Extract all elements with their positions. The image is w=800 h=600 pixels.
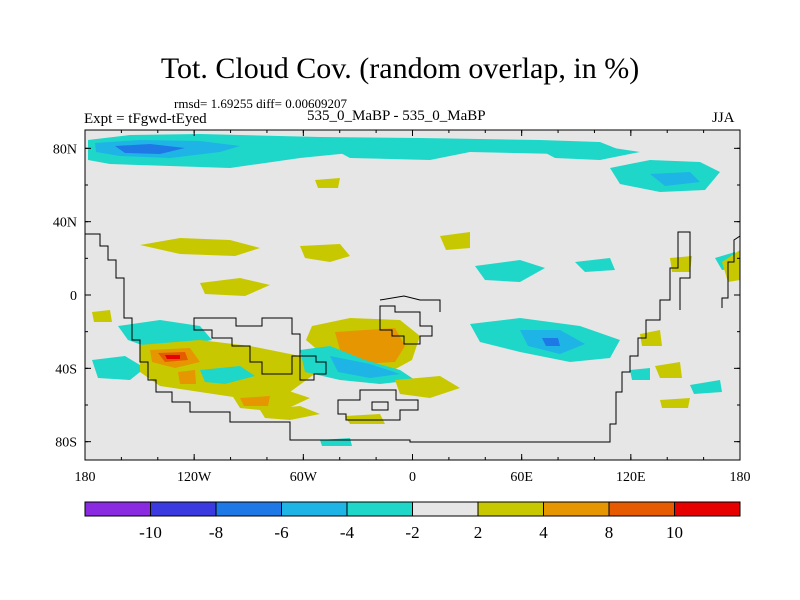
x-tick-label: 180: [730, 470, 751, 485]
arctic-east-anomaly-medium: [650, 172, 700, 186]
colorbar-label: 8: [605, 523, 614, 542]
colorbar-swatch: [608, 501, 675, 517]
sa-negative-west: [92, 356, 145, 380]
nh-positive-blob-2: [140, 238, 260, 256]
colorbar-swatch: [150, 501, 217, 517]
atlantic-positive-south: [395, 376, 460, 398]
coastline-antarctic-pen: [337, 389, 419, 421]
coastline-east: [721, 235, 740, 308]
x-tick-label: 120W: [177, 470, 212, 485]
pacific-positive-south: [660, 398, 690, 408]
colorbar-label: -2: [405, 523, 419, 542]
tropical-positive-west: [92, 310, 112, 322]
y-tick-label: 0: [70, 289, 77, 304]
colorbar-swatch: [412, 501, 479, 517]
colorbar-swatch: [281, 501, 348, 517]
y-tick-label: 80S: [55, 436, 77, 451]
season-label: JJA: [712, 110, 735, 126]
x-tick-label: 0: [409, 470, 416, 485]
colorbar: -10 -8 -6 -4 -2 2 4 8 10: [84, 501, 741, 542]
coastline-outline-upper: [379, 295, 441, 312]
y-tick-label: 40N: [53, 216, 77, 231]
colorbar-label: -8: [209, 523, 223, 542]
coastline-antarctic-inner: [371, 401, 389, 411]
southern-positive-strip: [260, 406, 320, 420]
nh-positive-blob-1: [315, 178, 340, 188]
arctic-strip-mid: [335, 147, 470, 160]
continent-outlines: [85, 231, 740, 443]
indian-negative-max: [542, 338, 560, 346]
x-tick-label: 60E: [510, 470, 533, 485]
colorbar-swatch: [84, 501, 151, 517]
contour-fills: [88, 134, 740, 446]
atlantic-negative-core: [330, 356, 400, 378]
colorbar-label: 10: [666, 523, 683, 542]
colorbar-swatch: [543, 501, 610, 517]
australia-negative: [630, 368, 650, 380]
y-tick-label: 40S: [55, 362, 77, 377]
nh-positive-blob-4: [440, 232, 470, 250]
colorbar-label: 4: [539, 523, 548, 542]
nh-positive-blob-5: [200, 278, 270, 296]
pacific-positive-west: [670, 256, 692, 272]
nh-negative-blob-1: [475, 260, 545, 282]
nh-positive-blob-3: [300, 244, 350, 262]
colorbar-label: -4: [340, 523, 355, 542]
coastline-western: [85, 231, 691, 443]
x-tick-label: 60W: [290, 470, 318, 485]
coastline-africa: [379, 305, 433, 345]
center-subtitle: 535_0_MaBP - 535_0_MaBP: [307, 108, 486, 124]
arctic-anomaly-strong: [115, 144, 185, 154]
nh-negative-blob-2: [575, 258, 615, 272]
colorbar-label: 2: [474, 523, 483, 542]
experiment-label: Expt = tFgwd-tEyed: [84, 111, 207, 127]
sa-positive-small-orange: [178, 370, 196, 384]
sa-positive-south-orange: [240, 396, 270, 406]
sa-negative-south: [200, 366, 255, 384]
pacific-positive-east: [722, 250, 740, 282]
colorbar-swatch: [215, 501, 282, 517]
colorbar-swatch: [674, 501, 741, 517]
coastline-sa-inner: [193, 317, 301, 375]
axis-labels: 180 120W 60W 0 60E 120E 180 80N 40N 0 40S 80S: [53, 142, 751, 485]
australia-positive-2: [655, 362, 682, 378]
y-tick-label: 80N: [53, 142, 77, 157]
pacific-negative-south: [690, 380, 722, 394]
colorbar-label: -10: [139, 523, 162, 542]
sa-positive-max: [165, 355, 180, 359]
colorbar-swatch: [346, 501, 413, 517]
coastline-island-1: [299, 355, 327, 381]
arctic-strip-east: [540, 146, 640, 160]
colorbar-label: -6: [274, 523, 288, 542]
rmsd-diff-stats: rmsd= 1.69255 diff= 0.00609207: [174, 96, 347, 111]
colorbar-swatch: [477, 501, 544, 517]
axis-ticks: [84, 130, 741, 460]
x-tick-label: 120E: [616, 470, 646, 485]
chart-title: Tot. Cloud Cov. (random overlap, in %): [160, 52, 640, 85]
x-tick-label: 180: [75, 470, 96, 485]
southern-positive-strip-2: [345, 414, 385, 424]
